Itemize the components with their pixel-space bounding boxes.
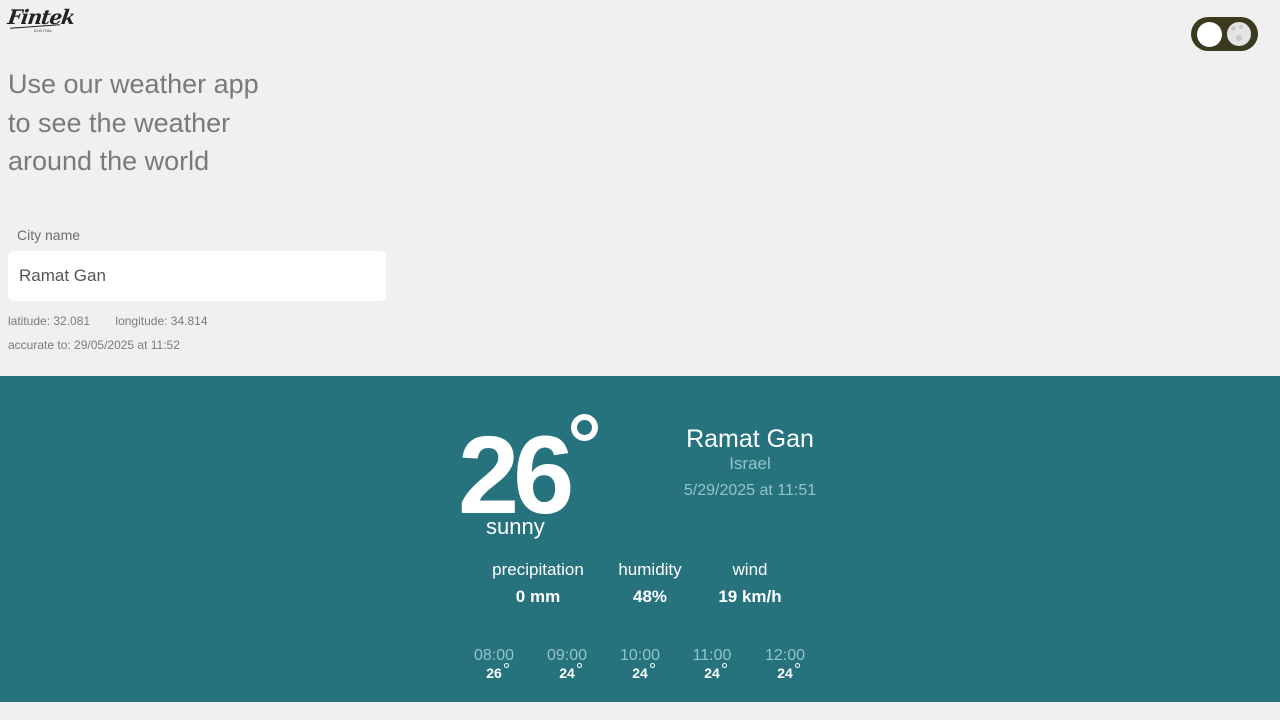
hour-time: 09:00: [546, 647, 588, 664]
degree-icon: [721, 663, 727, 668]
location-block: Ramat Gan Israel 5/29/2025 at 11:51: [650, 424, 850, 500]
hour-temp: 24: [777, 663, 800, 682]
latitude-text: latitude: 32.081: [8, 314, 91, 328]
stat-value: 0 mm: [515, 587, 561, 606]
longitude-text: longitude: 34.814: [115, 314, 208, 328]
accurate-to-text: accurate to: 29/05/2025 at 11:52: [8, 338, 180, 352]
hour-time: 08:00: [473, 647, 515, 664]
hour-temp: 24: [559, 663, 582, 682]
hourly-item: 08:00 26: [464, 646, 524, 683]
headline-line: around the world: [8, 146, 210, 176]
moon-icon: [1227, 22, 1251, 46]
theme-toggle[interactable]: [1191, 17, 1258, 51]
hourly-item: 10:00 24: [610, 646, 670, 683]
page-headline: Use our weather app to see the weather a…: [8, 65, 388, 181]
location-country: Israel: [729, 454, 771, 473]
stat-wind: wind 19 km/h: [690, 560, 810, 607]
stat-label: wind: [732, 560, 768, 579]
hourly-item: 09:00 24: [537, 646, 597, 683]
location-datetime: 5/29/2025 at 11:51: [683, 482, 817, 499]
stat-label: precipitation: [492, 560, 584, 579]
hour-time: 12:00: [764, 647, 806, 664]
degree-icon: [576, 663, 582, 668]
headline-line: Use our weather app: [8, 69, 259, 99]
degree-icon: [794, 663, 800, 668]
coordinates-row: latitude: 32.081 longitude: 34.814: [8, 314, 208, 328]
degree-icon: [649, 663, 655, 668]
hourly-item: 11:00 24: [682, 646, 742, 683]
hour-temp: 24: [704, 663, 727, 682]
brand-logo: Fintek DIGITAL: [6, 5, 76, 36]
stat-value: 19 km/h: [718, 587, 782, 606]
degree-icon: [571, 414, 598, 441]
weather-panel: 26 sunny Ramat Gan Israel 5/29/2025 at 1…: [0, 376, 1280, 702]
stat-humidity: humidity 48%: [590, 560, 710, 607]
hour-temp: 26: [486, 663, 509, 682]
weather-condition: sunny: [486, 514, 545, 539]
location-city: Ramat Gan: [686, 425, 814, 453]
headline-line: to see the weather: [8, 107, 231, 138]
stat-label: humidity: [618, 560, 682, 579]
hour-temp: 24: [632, 663, 655, 682]
degree-icon: [503, 663, 509, 668]
sun-icon: [1197, 22, 1222, 47]
stat-value: 48%: [632, 587, 668, 606]
city-name-label: City name: [17, 227, 81, 243]
hour-time: 11:00: [692, 647, 732, 664]
logo-subtext: DIGITAL: [34, 28, 53, 33]
hour-time: 10:00: [619, 647, 661, 664]
city-name-input[interactable]: [8, 251, 386, 301]
hourly-item: 12:00 24: [755, 646, 815, 683]
current-temperature: 26: [458, 414, 574, 537]
stat-precipitation: precipitation 0 mm: [478, 560, 598, 607]
